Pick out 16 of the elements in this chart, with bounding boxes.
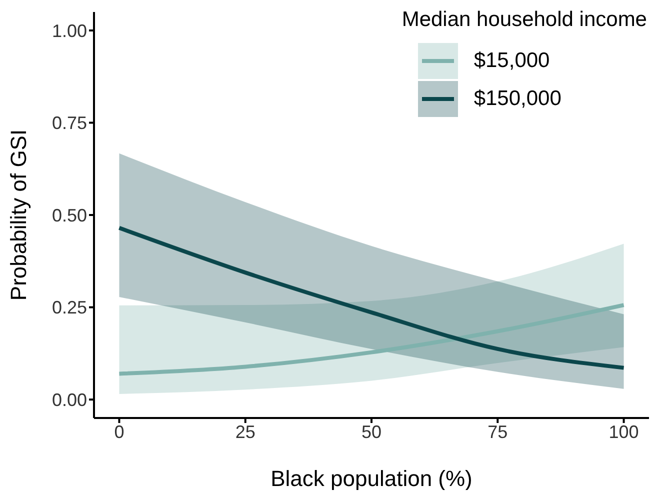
y-tick-label: 0.25 (52, 298, 87, 318)
y-tick-label: 0.00 (52, 390, 87, 410)
x-tick-label: 0 (114, 422, 124, 442)
y-tick-label: 1.00 (52, 20, 87, 41)
y-tick-label: 0.50 (52, 205, 87, 226)
x-tick-label: 100 (608, 422, 639, 442)
x-tick-label: 25 (235, 422, 256, 442)
line-series (117, 303, 626, 376)
legend-label: $15,000 (474, 49, 550, 73)
x-tick-label: 50 (361, 422, 382, 442)
line-series (117, 226, 626, 370)
y-tick-label: 0.75 (52, 113, 87, 134)
x-tick-label: 75 (488, 422, 508, 442)
y-axis-title: Probability of GSI (6, 129, 31, 301)
legend-label: $150,000 (474, 87, 562, 111)
legend-title: Median household income (402, 8, 647, 32)
